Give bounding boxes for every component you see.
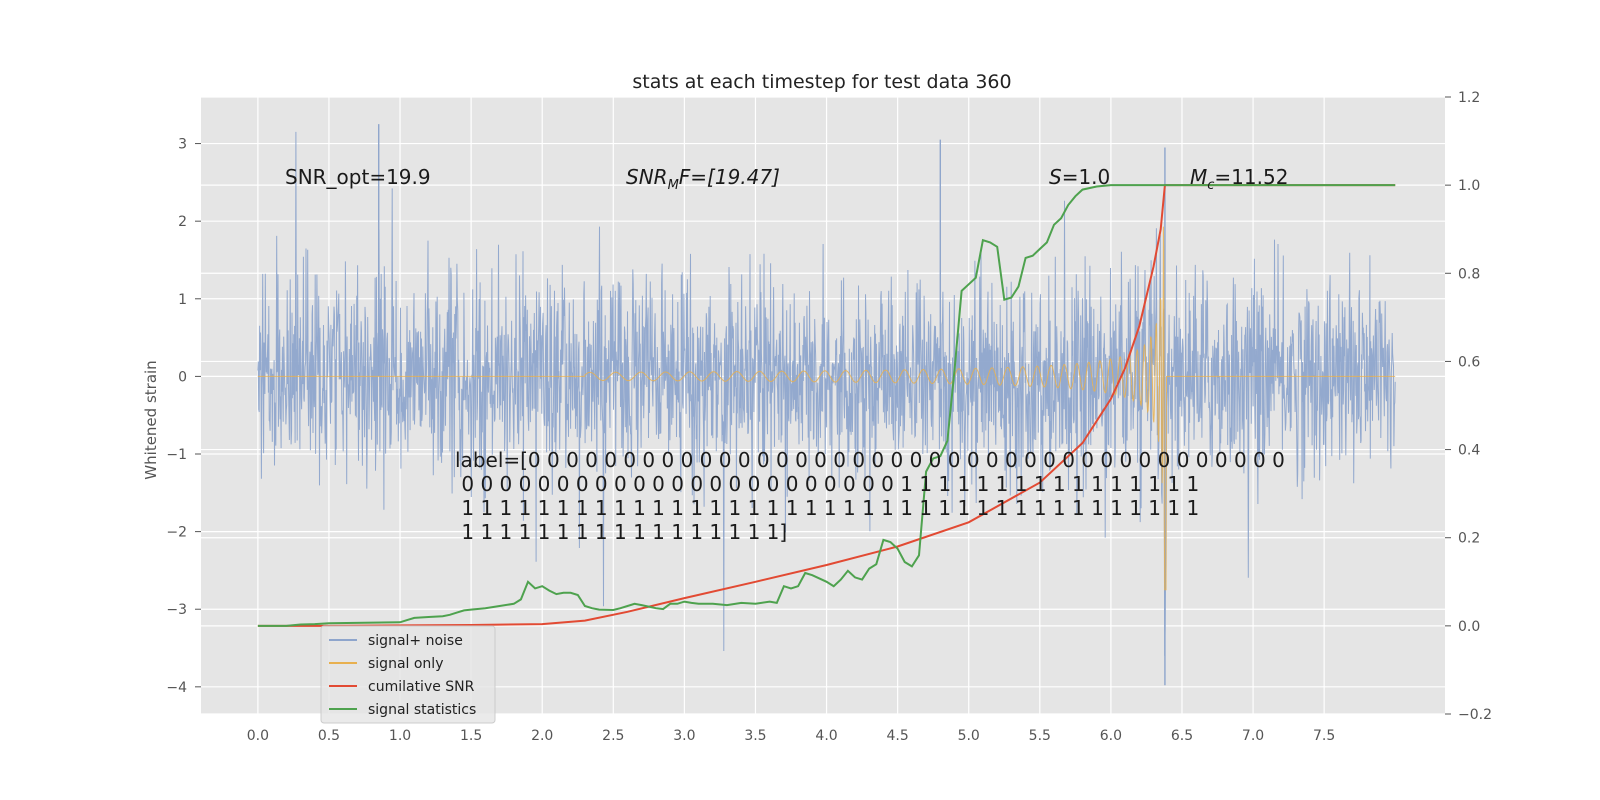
x-tick-label-9: 4.5 (887, 728, 909, 744)
legend-box (320, 625, 496, 724)
y-tick-label-5: −2 (166, 525, 187, 541)
mc-var: M (1190, 165, 1207, 189)
signal-only-line (257, 226, 1396, 591)
y-tick-label-7: −4 (166, 680, 187, 696)
y-tick-label-2: 1 (178, 292, 187, 308)
x-tick-label-12: 6.0 (1100, 728, 1122, 744)
snr-opt-annotation: SNR_opt=19.9 (285, 165, 431, 189)
y2-tick-label-0: 1.2 (1458, 90, 1480, 106)
legend-label-snr: cumilative SNR (368, 679, 475, 695)
x-tick-label-5: 2.5 (602, 728, 624, 744)
y2-tick-label-3: 0.6 (1458, 354, 1480, 370)
y2-tick-label-1: 1.0 (1458, 178, 1480, 194)
y-tick-label-6: −3 (166, 602, 187, 618)
y-tick-label-0: 3 (178, 137, 187, 153)
x-tick-label-14: 7.0 (1242, 728, 1264, 744)
label-line-1: label=[0 0 0 0 0 0 0 0 0 0 0 0 0 0 0 0 0… (455, 448, 1285, 472)
x-tick-label-15: 7.5 (1313, 728, 1335, 744)
s-rest: =1.0 (1062, 165, 1111, 189)
x-tick-label-11: 5.5 (1029, 728, 1051, 744)
mc-annotation: Mc=11.52 (1190, 165, 1288, 193)
y-tick-label-4: −1 (166, 447, 187, 463)
legend-label-stat: signal statistics (368, 702, 476, 718)
mc-rest: =11.52 (1214, 165, 1288, 189)
label-line-3: 1 1 1 1 1 1 1 1 1 1 1 1 1 1 1 1 1 1 1 1 … (455, 496, 1199, 520)
signal-statistics-line (257, 184, 1396, 627)
x-tick-label-3: 1.5 (460, 728, 482, 744)
y-tick-label-1: 2 (178, 214, 187, 230)
data-layer (257, 124, 1396, 686)
mc-sub: c (1207, 178, 1214, 193)
signal-noise-line (257, 131, 1396, 656)
axis-layer: 0.0 0.5 1.0 1.5 2.0 2.5 3.0 3.5 4.0 4.5 5.0 5.5 6.0 6… (166, 90, 1492, 744)
y2-tick-label-7: −0.2 (1458, 707, 1492, 723)
legend-label-noise: signal+ noise (368, 633, 463, 649)
x-tick-label-7: 3.5 (744, 728, 766, 744)
y2-tick-label-6: 0.0 (1458, 619, 1480, 635)
snr-mf-sub: M (668, 178, 679, 193)
label-line-2: 0 0 0 0 0 0 0 0 0 0 0 0 0 0 0 0 0 0 0 0 … (455, 472, 1199, 496)
x-tick-label-13: 6.5 (1171, 728, 1193, 744)
y-tick-label-3: 0 (178, 369, 187, 385)
x-tick-label-2: 1.0 (389, 728, 411, 744)
snr-mf-rest: F=[19.47] (679, 165, 780, 189)
x-tick-label-0: 0.0 (247, 728, 269, 744)
legend: signal+ noise signal only cumilative SNR… (320, 625, 496, 724)
snr-mf-annotation: SNRMF=[19.47] (626, 165, 780, 193)
y2-tick-label-5: 0.2 (1458, 531, 1480, 547)
legend-label-signal: signal only (368, 656, 443, 672)
x-tick-label-8: 4.0 (815, 728, 837, 744)
label-line-4: 1 1 1 1 1 1 1 1 1 1 1 1 1 1 1 1 1] (455, 520, 787, 544)
x-tick-label-10: 5.0 (958, 728, 980, 744)
snr-mf-main: SNR (626, 165, 668, 189)
y2-tick-label-4: 0.4 (1458, 443, 1480, 459)
chart-title: stats at each timestep for test data 360 (632, 71, 1011, 93)
x-tick-label-4: 2.0 (531, 728, 553, 744)
x-tick-label-1: 0.5 (318, 728, 340, 744)
y2-tick-label-2: 0.8 (1458, 266, 1480, 282)
annotation-layer: SNR_opt=19.9 SNRMF=[19.47] S=1.0 Mc=11.5… (285, 165, 1288, 544)
y-axis-label: Whitened strain (142, 360, 160, 479)
x-tick-label-6: 3.0 (673, 728, 695, 744)
s-var: S (1049, 165, 1062, 189)
s-annotation: S=1.0 (1049, 165, 1110, 189)
